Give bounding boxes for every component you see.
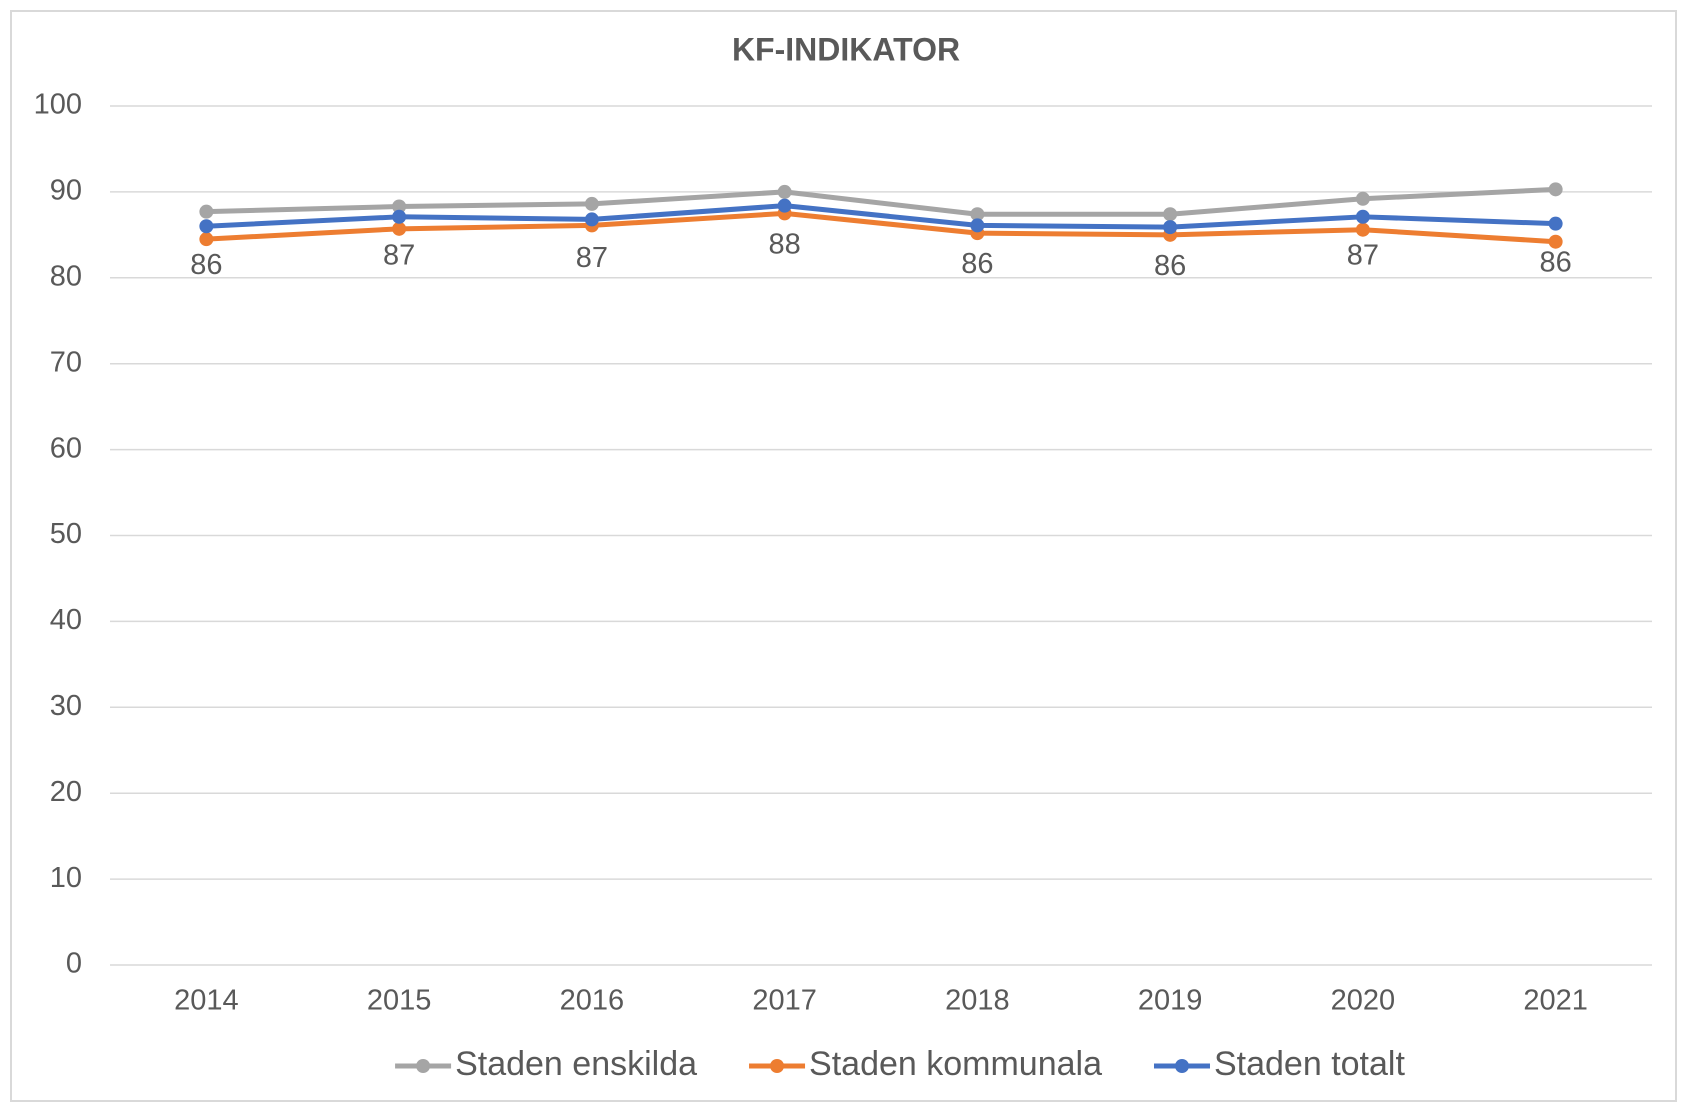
data-label: 86 bbox=[1539, 246, 1571, 278]
point bbox=[199, 204, 214, 219]
legend-marker bbox=[1174, 1059, 1189, 1073]
x-tick-label: 2015 bbox=[367, 985, 432, 1017]
series-line bbox=[206, 203, 1556, 230]
x-tick-label: 2017 bbox=[752, 985, 817, 1017]
legend-label: Staden totalt bbox=[1214, 1045, 1405, 1083]
y-tick-label: 0 bbox=[66, 948, 82, 980]
point bbox=[584, 196, 599, 211]
point bbox=[1355, 209, 1370, 224]
legend-label: Staden kommunala bbox=[809, 1045, 1102, 1083]
point bbox=[199, 219, 214, 234]
data-label: 87 bbox=[576, 242, 608, 274]
x-tick-label: 2019 bbox=[1138, 985, 1203, 1017]
x-tick-label: 2018 bbox=[945, 985, 1010, 1017]
chart-border bbox=[10, 10, 1677, 1102]
point bbox=[777, 198, 792, 213]
point bbox=[777, 184, 792, 199]
legend-marker bbox=[416, 1059, 431, 1073]
x-tick-label: 2014 bbox=[174, 985, 239, 1017]
point bbox=[199, 232, 214, 247]
point bbox=[970, 207, 985, 222]
data-label: 88 bbox=[768, 228, 800, 260]
point bbox=[1548, 234, 1563, 249]
point bbox=[1548, 182, 1563, 197]
point bbox=[1163, 220, 1178, 235]
data-label: 86 bbox=[961, 248, 993, 280]
y-tick-label: 40 bbox=[50, 604, 82, 636]
point bbox=[1355, 191, 1370, 206]
series-line bbox=[206, 186, 1556, 217]
x-tick-label: 2016 bbox=[560, 985, 625, 1017]
point bbox=[392, 221, 407, 236]
series-line bbox=[206, 210, 1556, 245]
point bbox=[584, 212, 599, 227]
legend-marker bbox=[770, 1059, 785, 1073]
data-label: 86 bbox=[190, 249, 222, 281]
legend-label: Staden enskilda bbox=[455, 1045, 697, 1083]
y-tick-label: 50 bbox=[50, 518, 82, 550]
point bbox=[1355, 222, 1370, 237]
y-tick-label: 100 bbox=[34, 89, 82, 121]
data-label: 87 bbox=[1347, 239, 1379, 271]
x-tick-label: 2021 bbox=[1523, 985, 1588, 1017]
y-tick-label: 70 bbox=[50, 346, 82, 378]
y-tick-label: 10 bbox=[50, 862, 82, 894]
y-tick-label: 90 bbox=[50, 175, 82, 207]
chart-title: KF-INDIKATOR bbox=[732, 31, 960, 67]
y-tick-label: 20 bbox=[50, 776, 82, 808]
point bbox=[1163, 207, 1178, 222]
x-tick-label: 2020 bbox=[1331, 985, 1396, 1017]
point bbox=[392, 209, 407, 224]
point bbox=[392, 199, 407, 214]
y-tick-label: 80 bbox=[50, 260, 82, 292]
y-tick-label: 60 bbox=[50, 432, 82, 464]
data-label: 87 bbox=[383, 239, 415, 271]
point bbox=[1548, 216, 1563, 231]
point bbox=[970, 218, 985, 233]
data-label: 86 bbox=[1154, 250, 1186, 282]
y-tick-label: 30 bbox=[50, 690, 82, 722]
